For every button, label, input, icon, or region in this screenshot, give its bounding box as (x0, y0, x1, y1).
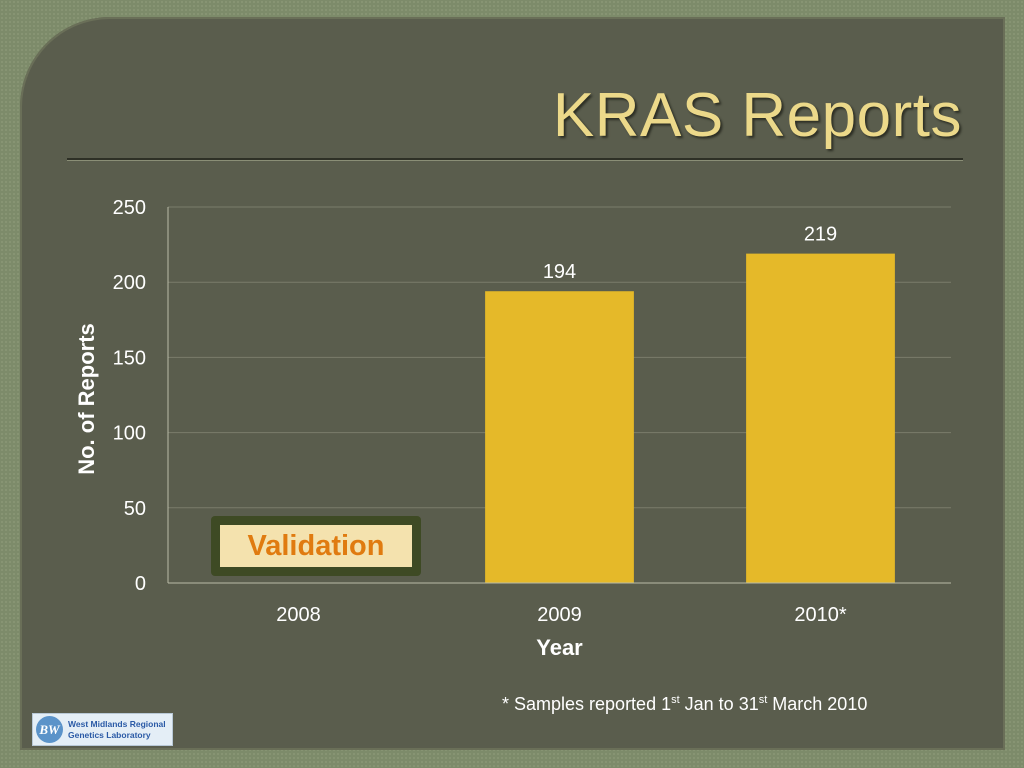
footnote-sup-1: st (671, 694, 680, 706)
lab-logo: BW West Midlands Regional Genetics Labor… (32, 713, 173, 746)
logo-text: West Midlands Regional Genetics Laborato… (68, 719, 166, 741)
x-tick-label: 2008 (276, 604, 321, 626)
y-tick-label: 250 (113, 197, 146, 219)
slide-title: KRAS Reports (552, 81, 962, 150)
validation-callout: Validation (211, 516, 421, 576)
x-tick-label: 2009 (537, 604, 582, 626)
x-tick-label: 2010* (794, 604, 846, 626)
y-tick-label: 200 (113, 272, 146, 294)
x-axis-title: Year (536, 635, 583, 660)
footnote-prefix: * Samples reported 1 (502, 694, 672, 714)
axes: 0 50 100 150 200 250 2008 194 2009 219 2010* (113, 197, 951, 626)
logo-line-2: Genetics Laboratory (68, 729, 151, 740)
bar (485, 291, 634, 583)
data-label: 219 (804, 224, 837, 246)
y-tick-label: 100 (113, 423, 146, 445)
y-tick-label: 150 (113, 347, 146, 369)
footnote-middle: Jan to 31 (679, 694, 759, 714)
footnote-sup-2: st (758, 694, 768, 706)
logo-line-1: West Midlands Regional (68, 718, 166, 729)
logo-mark-icon: BW (36, 716, 63, 743)
y-axis-title: No. of Reports (74, 323, 99, 475)
y-tick-label: 0 (135, 573, 146, 595)
footnote: * Samples reported 1st Jan to 31st March… (502, 694, 867, 715)
footnote-suffix: March 2010 (767, 694, 868, 714)
bar (746, 253, 895, 583)
y-tick-label: 50 (124, 498, 146, 520)
data-label: 194 (543, 261, 576, 283)
title-divider (67, 158, 963, 161)
bars (485, 253, 895, 583)
validation-label: Validation (220, 525, 412, 567)
